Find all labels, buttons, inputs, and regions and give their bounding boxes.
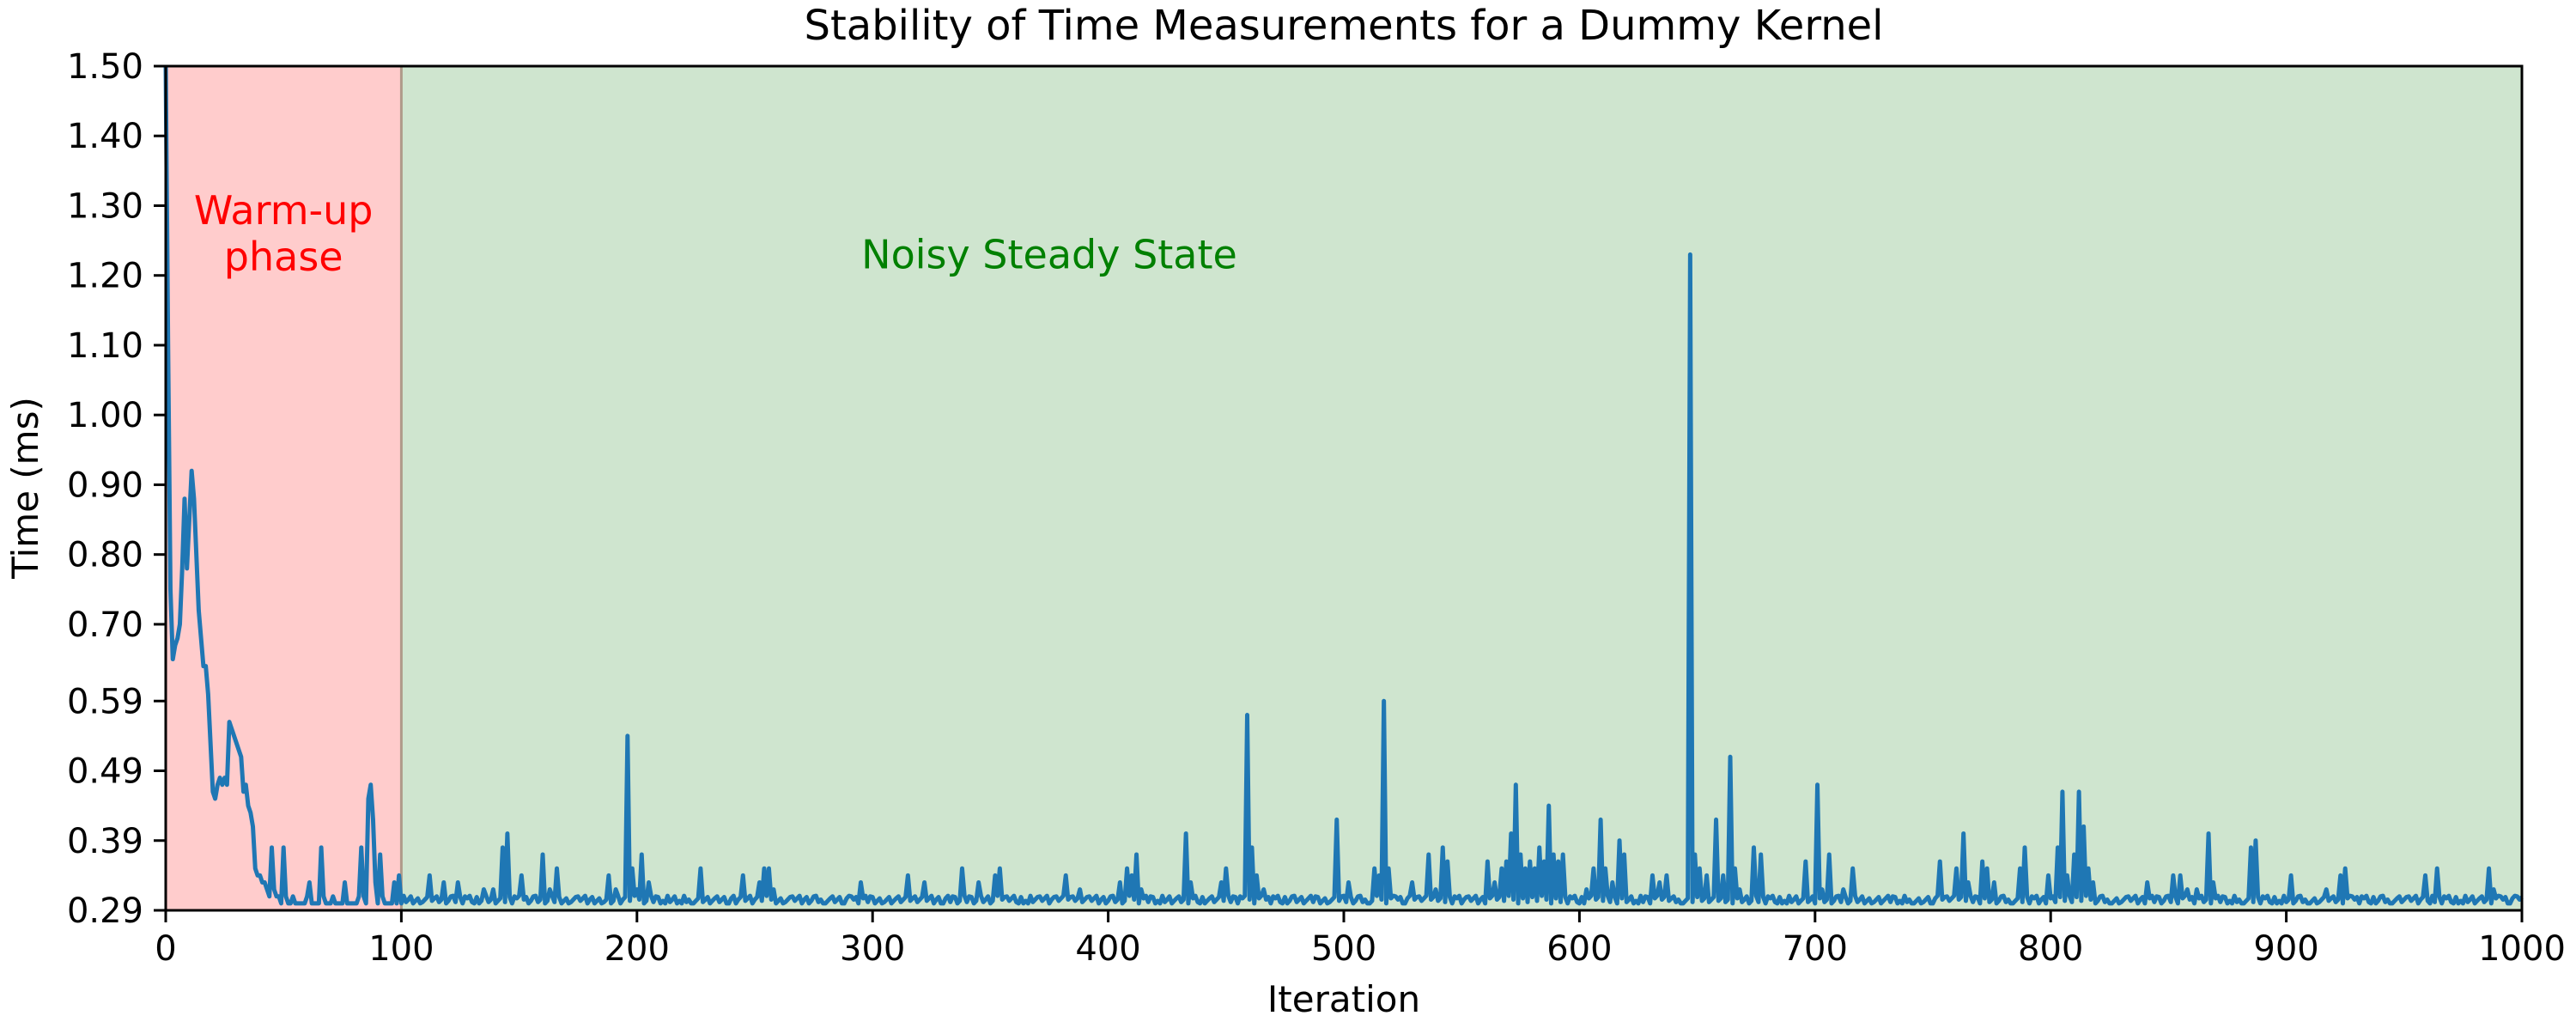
y-tick-label-9: 1.20: [67, 257, 143, 296]
x-tick-label-600: 600: [1546, 929, 1612, 969]
x-axis-label: Iteration: [1267, 978, 1420, 1020]
x-tick-label-900: 900: [2253, 929, 2318, 969]
chart-title: Stability of Time Measurements for a Dum…: [805, 2, 1884, 50]
region-1: [401, 66, 2523, 910]
region-label-0-1: phase: [224, 234, 343, 280]
y-tick-label-11: 1.40: [67, 117, 143, 156]
y-tick-label-1: 0.39: [67, 822, 143, 861]
series-line: [163, 65, 2524, 906]
y-tick-label-8: 1.10: [67, 326, 143, 366]
y-tick-label-3: 0.59: [67, 682, 143, 721]
regions-layer: [166, 66, 2523, 910]
region-label-1-0: Noisy Steady State: [861, 231, 1237, 277]
x-tick-label-100: 100: [368, 929, 434, 969]
x-tick-label-200: 200: [605, 929, 670, 969]
x-tick-label-700: 700: [1783, 929, 1848, 969]
x-tick-label-400: 400: [1075, 929, 1140, 969]
y-tick-label-2: 0.49: [67, 752, 143, 792]
x-tick-label-1000: 1000: [2478, 929, 2566, 969]
y-tick-label-0: 0.29: [67, 891, 143, 931]
y-tick-label-5: 0.80: [67, 536, 143, 575]
x-tick-label-800: 800: [2018, 929, 2083, 969]
x-axis: 0 100 200 300 400 500 600 700 800 900 1000: [155, 910, 2566, 969]
y-tick-label-4: 0.70: [67, 605, 143, 645]
x-tick-label-500: 500: [1311, 929, 1376, 969]
x-tick-label-300: 300: [840, 929, 905, 969]
y-axis: 0.29 0.39 0.49 0.59 0.70 0.80 0.90 1.00 1.10 1.20…: [67, 47, 166, 931]
y-axis-label: Time (ms): [4, 397, 46, 580]
y-tick-label-7: 1.00: [67, 396, 143, 435]
y-tick-label-12: 1.50: [67, 47, 143, 87]
x-tick-label-0: 0: [155, 929, 176, 969]
y-tick-label-10: 1.30: [67, 186, 143, 226]
region-0: [166, 66, 402, 910]
region-label-0-0: Warm-up: [194, 187, 374, 234]
y-tick-label-6: 0.90: [67, 465, 143, 505]
series-layer: [163, 65, 2524, 906]
